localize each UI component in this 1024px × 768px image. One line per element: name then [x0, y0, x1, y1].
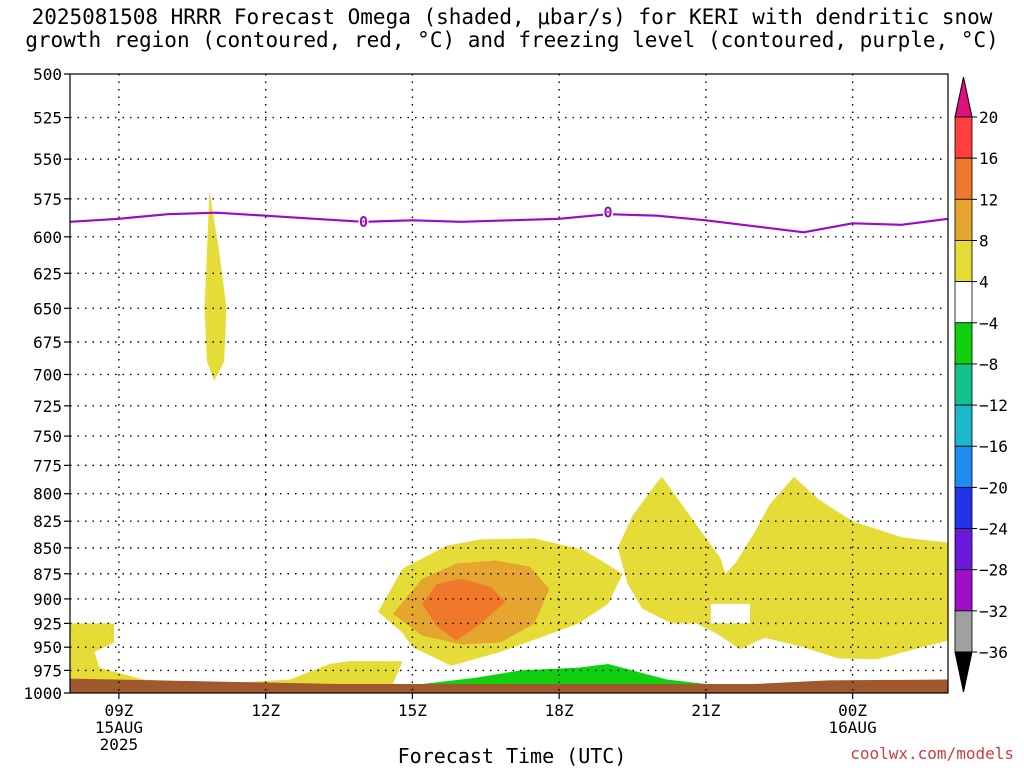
freezing-label-bg-1: [603, 204, 614, 220]
omega-region-7: [380, 664, 755, 690]
colorbar-top-arrow: [954, 76, 973, 118]
x-tick-label-09Z: 09Z: [104, 701, 133, 720]
y-tick-label-800: 800: [33, 485, 62, 504]
x-tick-label-18Z: 18Z: [545, 701, 574, 720]
colorbar-label-2: 12: [979, 190, 998, 209]
x-tick-sublabel-00Z-0: 16AUG: [829, 718, 877, 737]
omega-region-4: [422, 578, 506, 641]
colorbar-label-10: −24: [979, 520, 1008, 539]
colorbar-band-4: [954, 281, 973, 324]
y-tick-label-950: 950: [33, 638, 62, 657]
freezing-label-bg-0: [358, 213, 369, 229]
colorbar-label-7: −12: [979, 396, 1008, 415]
y-tick-label-825: 825: [33, 512, 62, 531]
colorbar: 20 16 12 8 4 −4 −8 −12 −16 −20 −24 −28 −32 −36: [954, 76, 1008, 693]
chart-title: 2025081508 HRRR Forecast Omega (shaded, …: [0, 6, 1024, 52]
y-tick-label-775: 775: [33, 456, 62, 475]
x-tick-label-12Z: 12Z: [251, 701, 280, 720]
colorbar-bottom-arrow: [954, 651, 973, 693]
freezing-level-label-0: 0: [359, 213, 368, 231]
x-tick-label-21Z: 21Z: [691, 701, 720, 720]
freezing-level-line: [69, 211, 949, 234]
chart-title-line1: 2025081508 HRRR Forecast Omega (shaded, …: [31, 5, 993, 29]
x-tick-sublabel-09Z-0: 15AUG: [95, 718, 143, 737]
y-axis: 500 525 550 575 600 625 650 675 700 725 750 775 800 8…: [23, 65, 70, 703]
x-tick-sublabel-09Z-1: 2025: [100, 735, 139, 754]
colorbar-label-13: −36: [979, 643, 1008, 662]
colorbar-band-10: [954, 528, 973, 571]
y-tick-label-850: 850: [33, 539, 62, 558]
omega-region-6: [710, 603, 750, 624]
colorbar-band-12: [954, 610, 973, 653]
colorbar-band-5: [954, 322, 973, 365]
x-tick-label-15Z: 15Z: [398, 701, 427, 720]
colorbar-label-12: −32: [979, 602, 1008, 621]
x-tick-label-00Z: 00Z: [838, 701, 867, 720]
omega-region-0: [204, 191, 227, 381]
y-tick-label-700: 700: [33, 365, 62, 384]
plot-border: [69, 73, 949, 694]
y-tick-label-600: 600: [33, 228, 62, 247]
colorbar-band-6: [954, 363, 973, 406]
colorbar-label-11: −28: [979, 561, 1008, 580]
colorbar-band-3: [954, 240, 973, 283]
omega-region-5: [617, 476, 948, 660]
omega-region-1: [70, 623, 403, 691]
watermark-link[interactable]: coolwx.com/models: [850, 744, 1014, 763]
y-tick-label-900: 900: [33, 590, 62, 609]
y-tick-label-625: 625: [33, 264, 62, 283]
x-axis-title: Forecast Time (UTC): [397, 744, 627, 768]
colorbar-band-8: [954, 445, 973, 488]
colorbar-band-1: [954, 157, 973, 200]
colorbar-label-5: −4: [979, 314, 998, 333]
colorbar-band-0: [954, 116, 973, 159]
y-tick-label-975: 975: [33, 661, 62, 680]
omega-shading-layer: [70, 191, 948, 691]
colorbar-label-3: 8: [979, 231, 989, 250]
colorbar-label-1: 16: [979, 149, 998, 168]
freezing-level-label-1: 0: [604, 204, 613, 222]
y-tick-label-1000: 1000: [23, 684, 62, 703]
freezing-level-layer: 00: [69, 204, 949, 234]
colorbar-band-9: [954, 486, 973, 529]
y-tick-label-575: 575: [33, 190, 62, 209]
colorbar-band-11: [954, 569, 973, 612]
y-tick-label-925: 925: [33, 614, 62, 633]
colorbar-label-8: −16: [979, 437, 1008, 456]
y-tick-label-750: 750: [33, 427, 62, 446]
y-tick-label-550: 550: [33, 150, 62, 169]
y-tick-label-675: 675: [33, 333, 62, 352]
colorbar-label-6: −8: [979, 355, 998, 374]
y-tick-label-875: 875: [33, 565, 62, 584]
colorbar-band-2: [954, 198, 973, 241]
colorbar-label-0: 20: [979, 108, 998, 127]
y-tick-label-650: 650: [33, 299, 62, 318]
y-tick-label-500: 500: [33, 65, 62, 84]
chart-title-line2: growth region (contoured, red, °C) and f…: [25, 28, 999, 52]
colorbar-band-7: [954, 404, 973, 447]
y-tick-label-725: 725: [33, 397, 62, 416]
y-tick-label-525: 525: [33, 109, 62, 128]
plot-frame: [69, 73, 949, 694]
surface-terrain: [70, 678, 948, 693]
surface-layer: [70, 678, 948, 693]
colorbar-label-9: −20: [979, 478, 1008, 497]
colorbar-label-4: 4: [979, 273, 989, 292]
